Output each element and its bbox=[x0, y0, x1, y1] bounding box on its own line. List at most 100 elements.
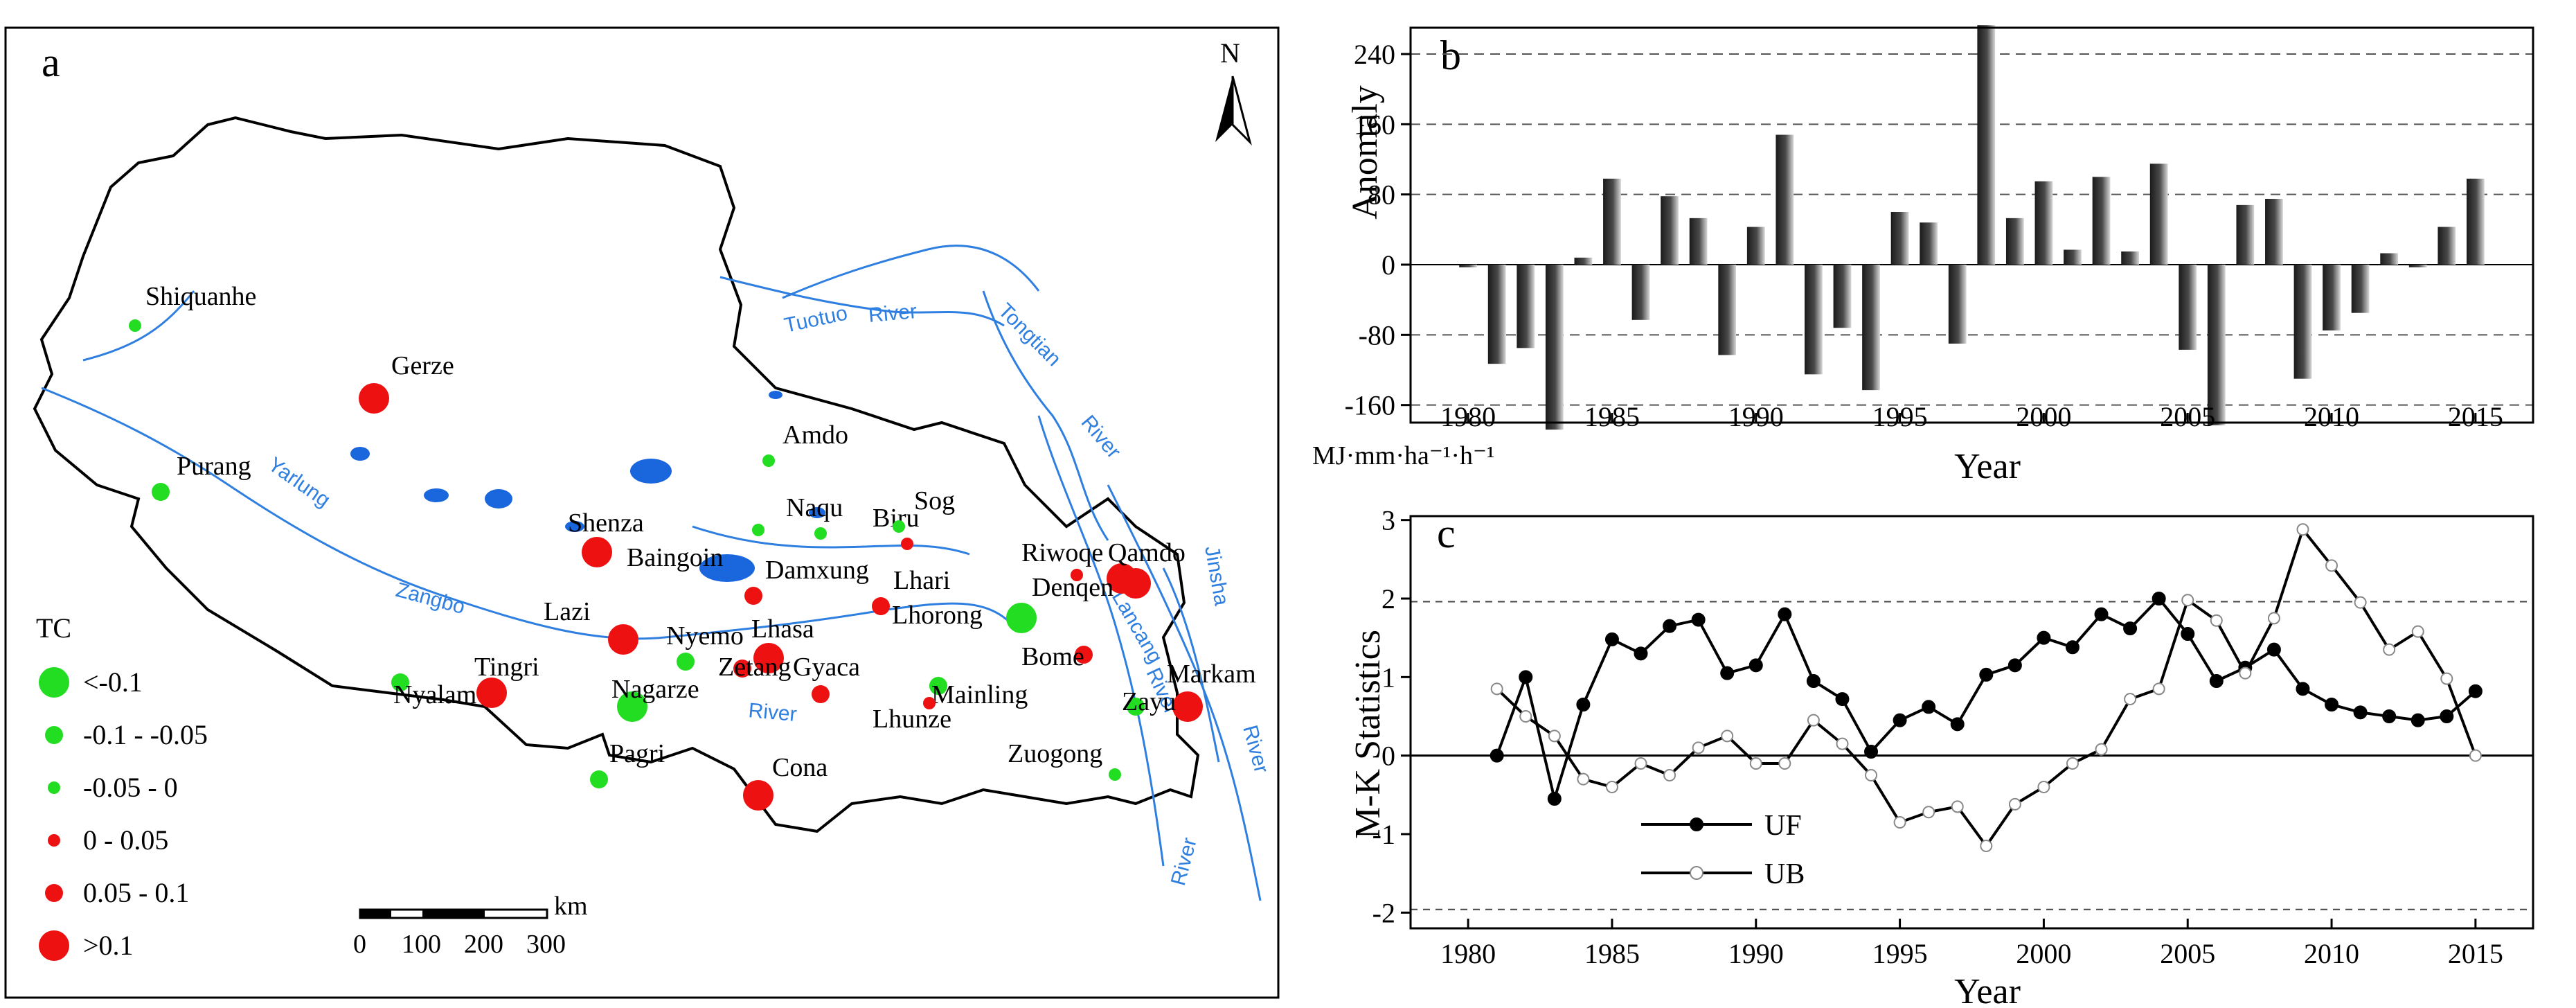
map-legend: TC <-0.1 -0.1 - -0.05 -0.05 - 0 0 - 0.05 0.0… bbox=[36, 612, 208, 961]
chart-c: c M-K Statistics Year -2 -1 0 1 2 3 1980 1985 19… bbox=[1348, 505, 2534, 1008]
scale-tick: 200 bbox=[464, 930, 503, 959]
station-marker bbox=[733, 660, 751, 678]
legend-label: >0.1 bbox=[83, 930, 134, 961]
point-ub bbox=[2469, 749, 2482, 762]
point-ub bbox=[1778, 757, 1791, 770]
point-ub bbox=[1634, 757, 1647, 770]
station-label: Shenza bbox=[568, 509, 644, 538]
bar bbox=[1862, 265, 1880, 391]
point-ub bbox=[2066, 757, 2079, 770]
legend-marker bbox=[48, 781, 60, 794]
xtick-label: 1990 bbox=[1728, 401, 1784, 432]
point-uf bbox=[2123, 621, 2138, 636]
point-ub bbox=[1749, 757, 1762, 770]
station-marker bbox=[359, 383, 389, 414]
point-uf bbox=[2325, 698, 2339, 711]
point-uf bbox=[1748, 658, 1763, 673]
station-marker bbox=[129, 319, 141, 332]
xtick-label: 2000 bbox=[2016, 401, 2071, 432]
point-ub bbox=[2152, 682, 2165, 696]
point-uf bbox=[1634, 646, 1648, 661]
point-ub bbox=[1922, 806, 1935, 819]
point-ub bbox=[2124, 693, 2137, 706]
point-ub bbox=[2008, 797, 2021, 811]
point-uf bbox=[1604, 632, 1619, 646]
station-label: Shiquanhe bbox=[145, 282, 256, 311]
legend-label: 0 - 0.05 bbox=[83, 824, 168, 856]
point-ub bbox=[2383, 643, 2396, 656]
xtick-label: 2005 bbox=[2160, 938, 2215, 969]
bar bbox=[2380, 253, 2399, 265]
ytick-label: 3 bbox=[1381, 505, 1395, 536]
bar bbox=[2005, 218, 2024, 265]
scale-unit: km bbox=[554, 892, 588, 921]
station-marker bbox=[1006, 603, 1037, 633]
station-label: Markam bbox=[1167, 660, 1256, 689]
station-label: Damxung bbox=[765, 556, 869, 585]
legend-marker bbox=[1690, 866, 1703, 880]
point-uf bbox=[2296, 682, 2310, 696]
station-label: Cona bbox=[772, 753, 828, 782]
bar bbox=[2064, 249, 2082, 265]
legend-label: 0.05 - 0.1 bbox=[83, 877, 189, 908]
bar bbox=[1574, 257, 1593, 265]
station-marker bbox=[753, 643, 784, 673]
ytick-label: 1 bbox=[1381, 662, 1395, 693]
ytick-label: 0 bbox=[1381, 741, 1395, 772]
bar bbox=[2466, 178, 2485, 265]
point-uf bbox=[2382, 709, 2397, 723]
point-uf bbox=[1547, 792, 1562, 806]
point-ub bbox=[2095, 743, 2108, 756]
station-marker bbox=[1120, 568, 1151, 599]
bar bbox=[1718, 265, 1737, 355]
station-marker bbox=[872, 597, 890, 615]
map-panel-label: a bbox=[42, 39, 60, 85]
chart-c-xlabel: Year bbox=[1954, 972, 2021, 1008]
bar bbox=[2092, 177, 2111, 265]
point-ub bbox=[2037, 781, 2050, 793]
point-uf bbox=[1490, 748, 1504, 763]
station-label: Amdo bbox=[782, 421, 848, 450]
bar bbox=[1746, 227, 1765, 265]
station-marker bbox=[1075, 646, 1093, 664]
chart-c-ylabel: M-K Statistics bbox=[1348, 630, 1388, 839]
point-ub bbox=[1721, 730, 1734, 743]
legend-label: -0.05 - 0 bbox=[83, 772, 178, 803]
bar bbox=[1948, 265, 1967, 344]
station-label: Lhorong bbox=[892, 601, 983, 630]
point-uf bbox=[1806, 674, 1821, 688]
point-ub bbox=[1548, 730, 1561, 743]
bar bbox=[1977, 25, 1996, 265]
bar bbox=[1545, 265, 1564, 430]
point-uf bbox=[2353, 705, 2368, 720]
point-ub bbox=[1577, 772, 1590, 786]
point-ub bbox=[2411, 625, 2424, 638]
xtick-label: 1985 bbox=[1584, 938, 1640, 969]
station-label: Sog bbox=[914, 486, 955, 515]
legend-label: UF bbox=[1764, 810, 1802, 842]
bar bbox=[2207, 265, 2226, 425]
ytick-label: -160 bbox=[1345, 390, 1395, 421]
point-ub bbox=[1807, 714, 1820, 727]
bar bbox=[1517, 265, 1535, 348]
chart-b-unit-label: MJ·mm·ha⁻¹·h⁻¹ bbox=[1312, 441, 1494, 470]
point-ub bbox=[2210, 614, 2223, 627]
point-uf bbox=[1922, 700, 1936, 714]
station-marker bbox=[582, 537, 612, 567]
station-marker bbox=[743, 780, 773, 811]
bar bbox=[2293, 265, 2312, 379]
station-label: Pagri bbox=[609, 739, 665, 768]
point-uf bbox=[1893, 713, 1907, 727]
station-marker bbox=[893, 520, 905, 533]
point-ub bbox=[2239, 666, 2252, 680]
xtick-label: 1995 bbox=[1872, 938, 1928, 969]
xtick-label: 2005 bbox=[2160, 401, 2215, 432]
scale-tick: 0 bbox=[353, 930, 366, 959]
station-label: Zuogong bbox=[1008, 739, 1102, 768]
station-label: Bome bbox=[1021, 642, 1084, 671]
station-marker bbox=[923, 697, 936, 709]
ytick-label: -80 bbox=[1359, 319, 1395, 351]
point-uf bbox=[2094, 607, 2109, 621]
station-marker bbox=[762, 454, 775, 467]
